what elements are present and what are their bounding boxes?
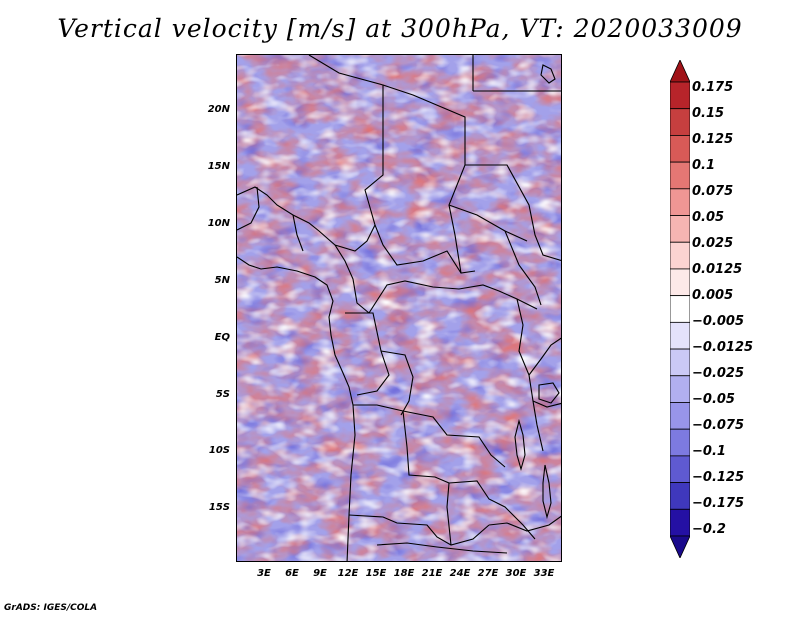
- lon-tick-label: 18E: [393, 568, 415, 579]
- colorbar-label: −0.05: [692, 392, 735, 407]
- lon-tick-label: 15E: [365, 568, 387, 579]
- lake-victoria: [538, 382, 560, 404]
- field-light-layer: [237, 55, 561, 561]
- lat-tick-label: 5N: [214, 275, 230, 286]
- colorbar-segment: [670, 321, 690, 350]
- lat-tick-label: 5S: [215, 389, 230, 400]
- colorbar-segment: [670, 108, 690, 136]
- lake-malawi: [542, 464, 552, 520]
- lat-tick-label: 10S: [208, 445, 230, 456]
- colorbar-segment: [670, 241, 690, 270]
- lon-tick-label: 12E: [337, 568, 359, 579]
- colorbar-label: −0.0125: [692, 340, 754, 355]
- lon-tick-label: 27E: [477, 568, 499, 579]
- colorbar-label: 0.0125: [692, 262, 743, 277]
- colorbar-segment: [670, 402, 690, 430]
- chart-title: Vertical velocity [m/s] at 300hPa, VT: 2…: [57, 14, 743, 43]
- colorbar-segment: [670, 508, 690, 537]
- map-panel: [236, 54, 562, 562]
- colorbar-segment: [670, 375, 690, 403]
- country-borders: [237, 55, 561, 561]
- footer-credit: GrADS: IGES/COLA: [4, 603, 98, 613]
- lon-tick-label: 9E: [313, 568, 327, 579]
- colorbar-label: −0.2: [692, 522, 726, 537]
- lat-tick-label: 15S: [208, 502, 230, 513]
- colorbar-label: 0.125: [692, 132, 734, 147]
- colorbar-segment: [670, 428, 690, 457]
- colorbar-top-arrow: [670, 60, 690, 83]
- colorbar-label: 0.005: [692, 288, 734, 303]
- colorbar-segment: [670, 348, 690, 377]
- colorbar-label: 0.15: [692, 106, 725, 121]
- lat-tick-label: 20N: [207, 104, 230, 115]
- colorbar-segment: [670, 161, 690, 190]
- colorbar-bottom-arrow: [670, 535, 690, 558]
- coastline: [237, 256, 356, 561]
- lon-tick-label: 6E: [285, 568, 299, 579]
- lon-tick-label: 21E: [421, 568, 443, 579]
- colorbar-label: −0.075: [692, 418, 745, 433]
- lat-tick-label: 15N: [207, 161, 230, 172]
- lon-tick-label: 3E: [257, 568, 271, 579]
- colorbar-segment: [670, 295, 690, 323]
- colorbar: [670, 60, 690, 558]
- colorbar-label: 0.175: [692, 80, 734, 95]
- colorbar-label: −0.005: [692, 314, 745, 329]
- velocity-field-map: [237, 55, 561, 561]
- colorbar-label: 0.025: [692, 236, 734, 251]
- colorbar-label: −0.025: [692, 366, 745, 381]
- lon-tick-label: 24E: [449, 568, 471, 579]
- colorbar-label: −0.175: [692, 496, 745, 511]
- lat-tick-label: EQ: [214, 332, 230, 343]
- colorbar-label: 0.1: [692, 158, 716, 173]
- colorbar-label: 0.05: [692, 210, 725, 225]
- colorbar-label: 0.075: [692, 184, 734, 199]
- colorbar-segment: [670, 188, 690, 216]
- lat-tick-label: 10N: [207, 218, 230, 229]
- lon-tick-label: 30E: [505, 568, 527, 579]
- colorbar-segment: [670, 482, 690, 510]
- colorbar-label: −0.125: [692, 470, 745, 485]
- colorbar-segment: [670, 268, 690, 297]
- colorbar-segment: [670, 135, 690, 163]
- lon-tick-label: 33E: [533, 568, 555, 579]
- lake-tanganyika: [514, 418, 526, 472]
- colorbar-label: −0.1: [692, 444, 726, 459]
- colorbar-segment: [670, 215, 690, 243]
- colorbar-segment: [670, 455, 690, 483]
- colorbar-segment: [670, 81, 690, 110]
